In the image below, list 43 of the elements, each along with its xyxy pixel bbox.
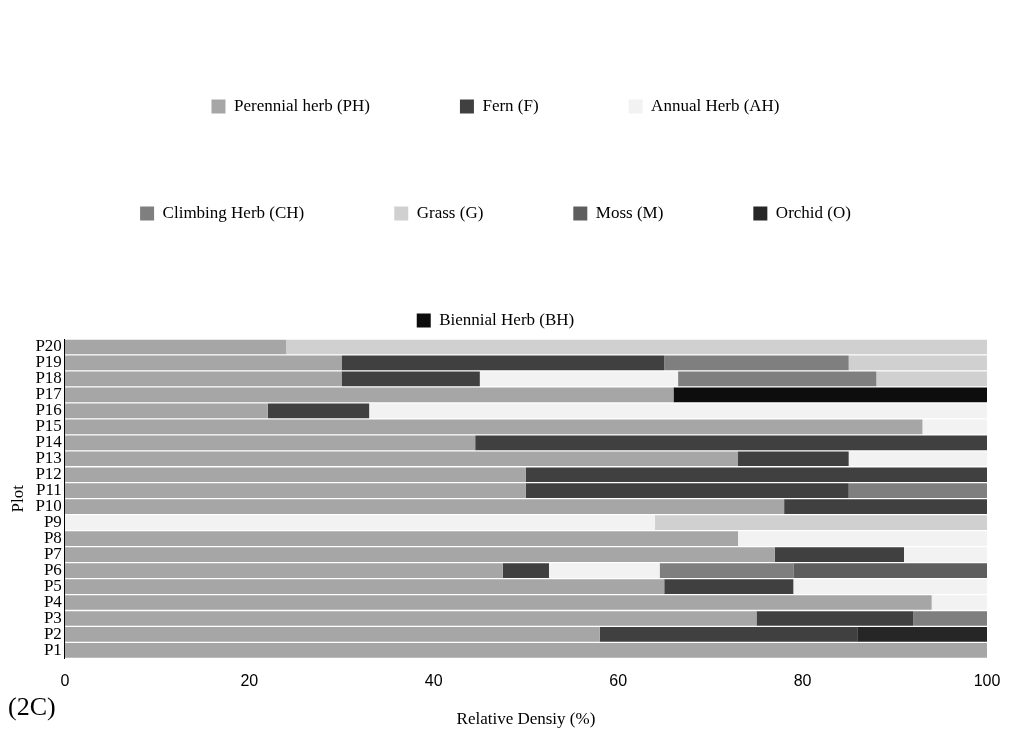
bar bbox=[655, 515, 987, 530]
bar bbox=[857, 627, 987, 642]
bar bbox=[774, 547, 905, 562]
bar bbox=[286, 339, 987, 355]
bar bbox=[479, 371, 679, 387]
bar bbox=[341, 371, 480, 387]
bar bbox=[678, 371, 877, 387]
x-axis-title: Relative Densiy (%) bbox=[456, 709, 596, 729]
bar bbox=[64, 371, 342, 387]
x-tick-label: 100 bbox=[973, 672, 1001, 690]
legend-label: Fern (F) bbox=[482, 95, 539, 115]
bar bbox=[673, 387, 987, 403]
bar bbox=[64, 355, 342, 371]
legend-label: Biennial Herb (BH) bbox=[439, 309, 575, 329]
bar bbox=[848, 355, 987, 371]
legend-label: Perennial herb (PH) bbox=[233, 95, 370, 115]
bar bbox=[267, 403, 370, 419]
bar bbox=[848, 451, 987, 467]
bar bbox=[341, 355, 665, 371]
legend-label: Moss (M) bbox=[595, 202, 664, 222]
legend-label: Orchid (O) bbox=[775, 202, 851, 222]
bar bbox=[64, 387, 674, 403]
bar bbox=[659, 563, 794, 578]
bar bbox=[502, 563, 549, 578]
x-tick-label: 40 bbox=[424, 672, 443, 690]
bar bbox=[548, 563, 660, 578]
x-tick-label: 0 bbox=[60, 672, 70, 690]
bar bbox=[876, 371, 987, 387]
bar bbox=[848, 483, 987, 499]
bar bbox=[913, 611, 987, 626]
x-tick-label: 80 bbox=[793, 672, 812, 690]
legend-label: Grass (G) bbox=[416, 202, 484, 222]
bar bbox=[793, 563, 987, 578]
bar bbox=[664, 355, 849, 371]
bar bbox=[64, 515, 656, 530]
y-axis-title: Plot bbox=[7, 484, 27, 513]
legend-label: Climbing Herb (CH) bbox=[162, 202, 305, 222]
text: (2C) bbox=[8, 692, 56, 722]
bar bbox=[64, 339, 287, 355]
legend-label: Annual Herb (AH) bbox=[651, 95, 780, 115]
x-tick-label: 20 bbox=[240, 672, 259, 690]
bar bbox=[664, 579, 794, 594]
x-tick-label: 60 bbox=[609, 672, 628, 690]
